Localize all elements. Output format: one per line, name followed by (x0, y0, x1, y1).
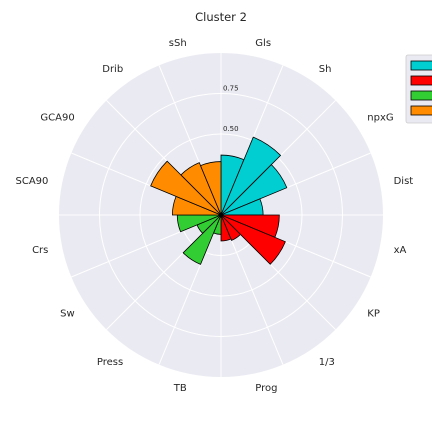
tick-label-Dist: Dist (394, 176, 414, 187)
tick-label-SCA90: SCA90 (15, 176, 48, 187)
tick-label-Gls: Gls (255, 38, 271, 49)
legend (405, 54, 432, 124)
bar-KP (220, 214, 286, 265)
tick-label-1/3: 1/3 (319, 357, 335, 368)
tick-label-KP: KP (367, 308, 380, 319)
tick-label-Prog: Prog (255, 383, 277, 394)
bar-Press (182, 214, 222, 265)
legend-swatch-4 (410, 105, 432, 116)
legend-swatch-1 (410, 60, 432, 71)
bar-npxG (220, 164, 288, 216)
tick-label-TB: TB (173, 383, 187, 394)
tick-label-xA: xA (394, 245, 407, 256)
bar-1/3 (220, 214, 242, 241)
chart-title: Cluster 2 (195, 10, 247, 24)
bar-GCA90 (150, 160, 222, 216)
tick-label-GCA90: GCA90 (40, 113, 74, 124)
bar-Sh (220, 136, 282, 216)
tick-label-Sh: Sh (319, 64, 332, 75)
bar-Prog (220, 214, 232, 242)
tick-label-Drib: Drib (102, 64, 123, 75)
legend-swatch-3 (410, 90, 432, 101)
tick-label-sSh: sSh (169, 38, 187, 49)
tick-label-Crs: Crs (32, 245, 48, 256)
plot-area: Gls Sh npxG Dist xA KP 1/3 Prog TB Press Sw Crs SCA9… (15, 38, 413, 394)
tick-label-Press: Press (97, 357, 123, 368)
tick-label-npxG: npxG (367, 113, 393, 124)
legend-swatch-2 (410, 75, 432, 86)
bar-sSh (200, 161, 222, 216)
tick-label-Sw: Sw (60, 308, 75, 319)
radial-tick-0.75: 0.75 (223, 85, 239, 93)
bar-Drib (180, 162, 222, 216)
radial-tick-0.50: 0.50 (223, 125, 239, 133)
